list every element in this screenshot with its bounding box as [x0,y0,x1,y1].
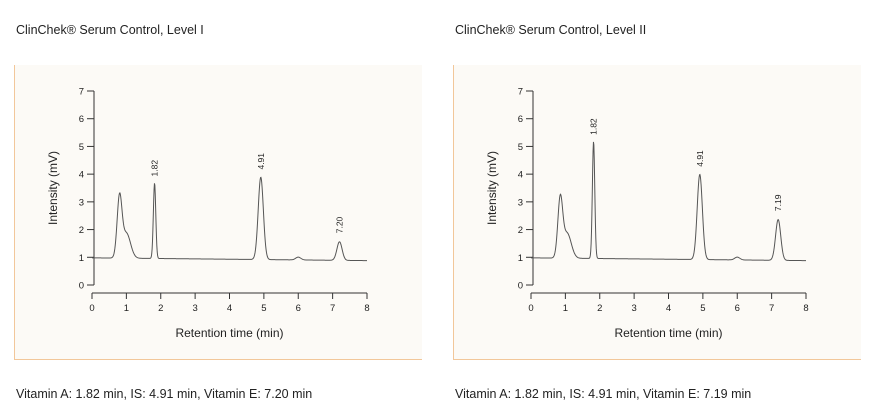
y-tick-label: 6 [518,114,523,125]
x-tick-label: 7 [769,303,774,314]
y-tick-label: 5 [79,142,84,153]
x-tick-label: 8 [364,303,369,314]
x-tick-label: 6 [735,303,740,314]
y-tick-label: 6 [79,114,84,125]
y-tick-label: 2 [518,225,523,236]
y-tick-label: 7 [518,87,523,98]
x-tick-label: 1 [563,303,568,314]
x-tick-label: 0 [528,303,533,314]
x-tick-label: 2 [597,303,602,314]
peak-label: 4.91 [695,150,705,167]
chart-title: ClinChek® Serum Control, Level I [16,23,204,37]
y-tick-label: 3 [79,197,84,208]
x-tick-label: 2 [158,303,163,314]
x-tick-label: 1 [124,303,129,314]
x-tick-label: 7 [330,303,335,314]
chromatogram-chart: 0 1 2 3 4 5 6 7 0 1 2 3 4 5 6 7 8 Retention time (min) Int… [485,87,809,341]
x-tick-label: 0 [89,303,94,314]
y-tick-label: 1 [518,253,523,264]
y-tick-label: 4 [79,170,84,181]
x-tick-label: 4 [666,303,671,314]
chart-caption: Vitamin A: 1.82 min, IS: 4.91 min, Vitam… [455,387,752,401]
peak-label: 1.82 [589,118,599,135]
y-axis-label: Intensity (mV) [46,151,60,225]
y-tick-label: 4 [518,170,523,181]
chromatogram-trace [531,141,806,262]
chromatogram-trace [92,176,367,262]
x-tick-label: 4 [227,303,232,314]
chart-title: ClinChek® Serum Control, Level II [455,23,647,37]
x-axis-label: Retention time (min) [175,326,283,340]
plot-area [453,65,861,360]
peak-label: 7.19 [773,194,783,211]
x-tick-label: 3 [192,303,197,314]
y-tick-label: 1 [79,253,84,264]
chart-panel-level-2: ClinChek® Serum Control, Level II 0 1 2 3 4 5… [439,0,869,414]
y-tick-label: 0 [79,281,84,292]
chart-caption: Vitamin A: 1.82 min, IS: 4.91 min, Vitam… [16,387,313,401]
chart-panel-level-1: ClinChek® Serum Control, Level I 0 1 2 3 4 5 6… [0,0,430,414]
x-tick-label: 3 [631,303,636,314]
x-tick-label: 8 [803,303,808,314]
x-tick-label: 6 [296,303,301,314]
peak-label: 4.91 [256,153,266,170]
y-tick-label: 2 [79,225,84,236]
plot-area [14,65,422,360]
chromatogram-chart: 0 1 2 3 4 5 6 7 0 1 2 3 4 5 6 7 8 Retention time (min) Int… [46,87,370,341]
y-axis-label: Intensity (mV) [485,151,499,225]
x-tick-label: 5 [700,303,705,314]
x-axis-label: Retention time (min) [614,326,722,340]
peak-label: 1.82 [150,160,160,177]
y-tick-label: 7 [79,87,84,98]
x-tick-label: 5 [261,303,266,314]
peak-label: 7.20 [335,216,345,233]
y-tick-label: 3 [518,197,523,208]
y-tick-label: 0 [518,281,523,292]
y-tick-label: 5 [518,142,523,153]
